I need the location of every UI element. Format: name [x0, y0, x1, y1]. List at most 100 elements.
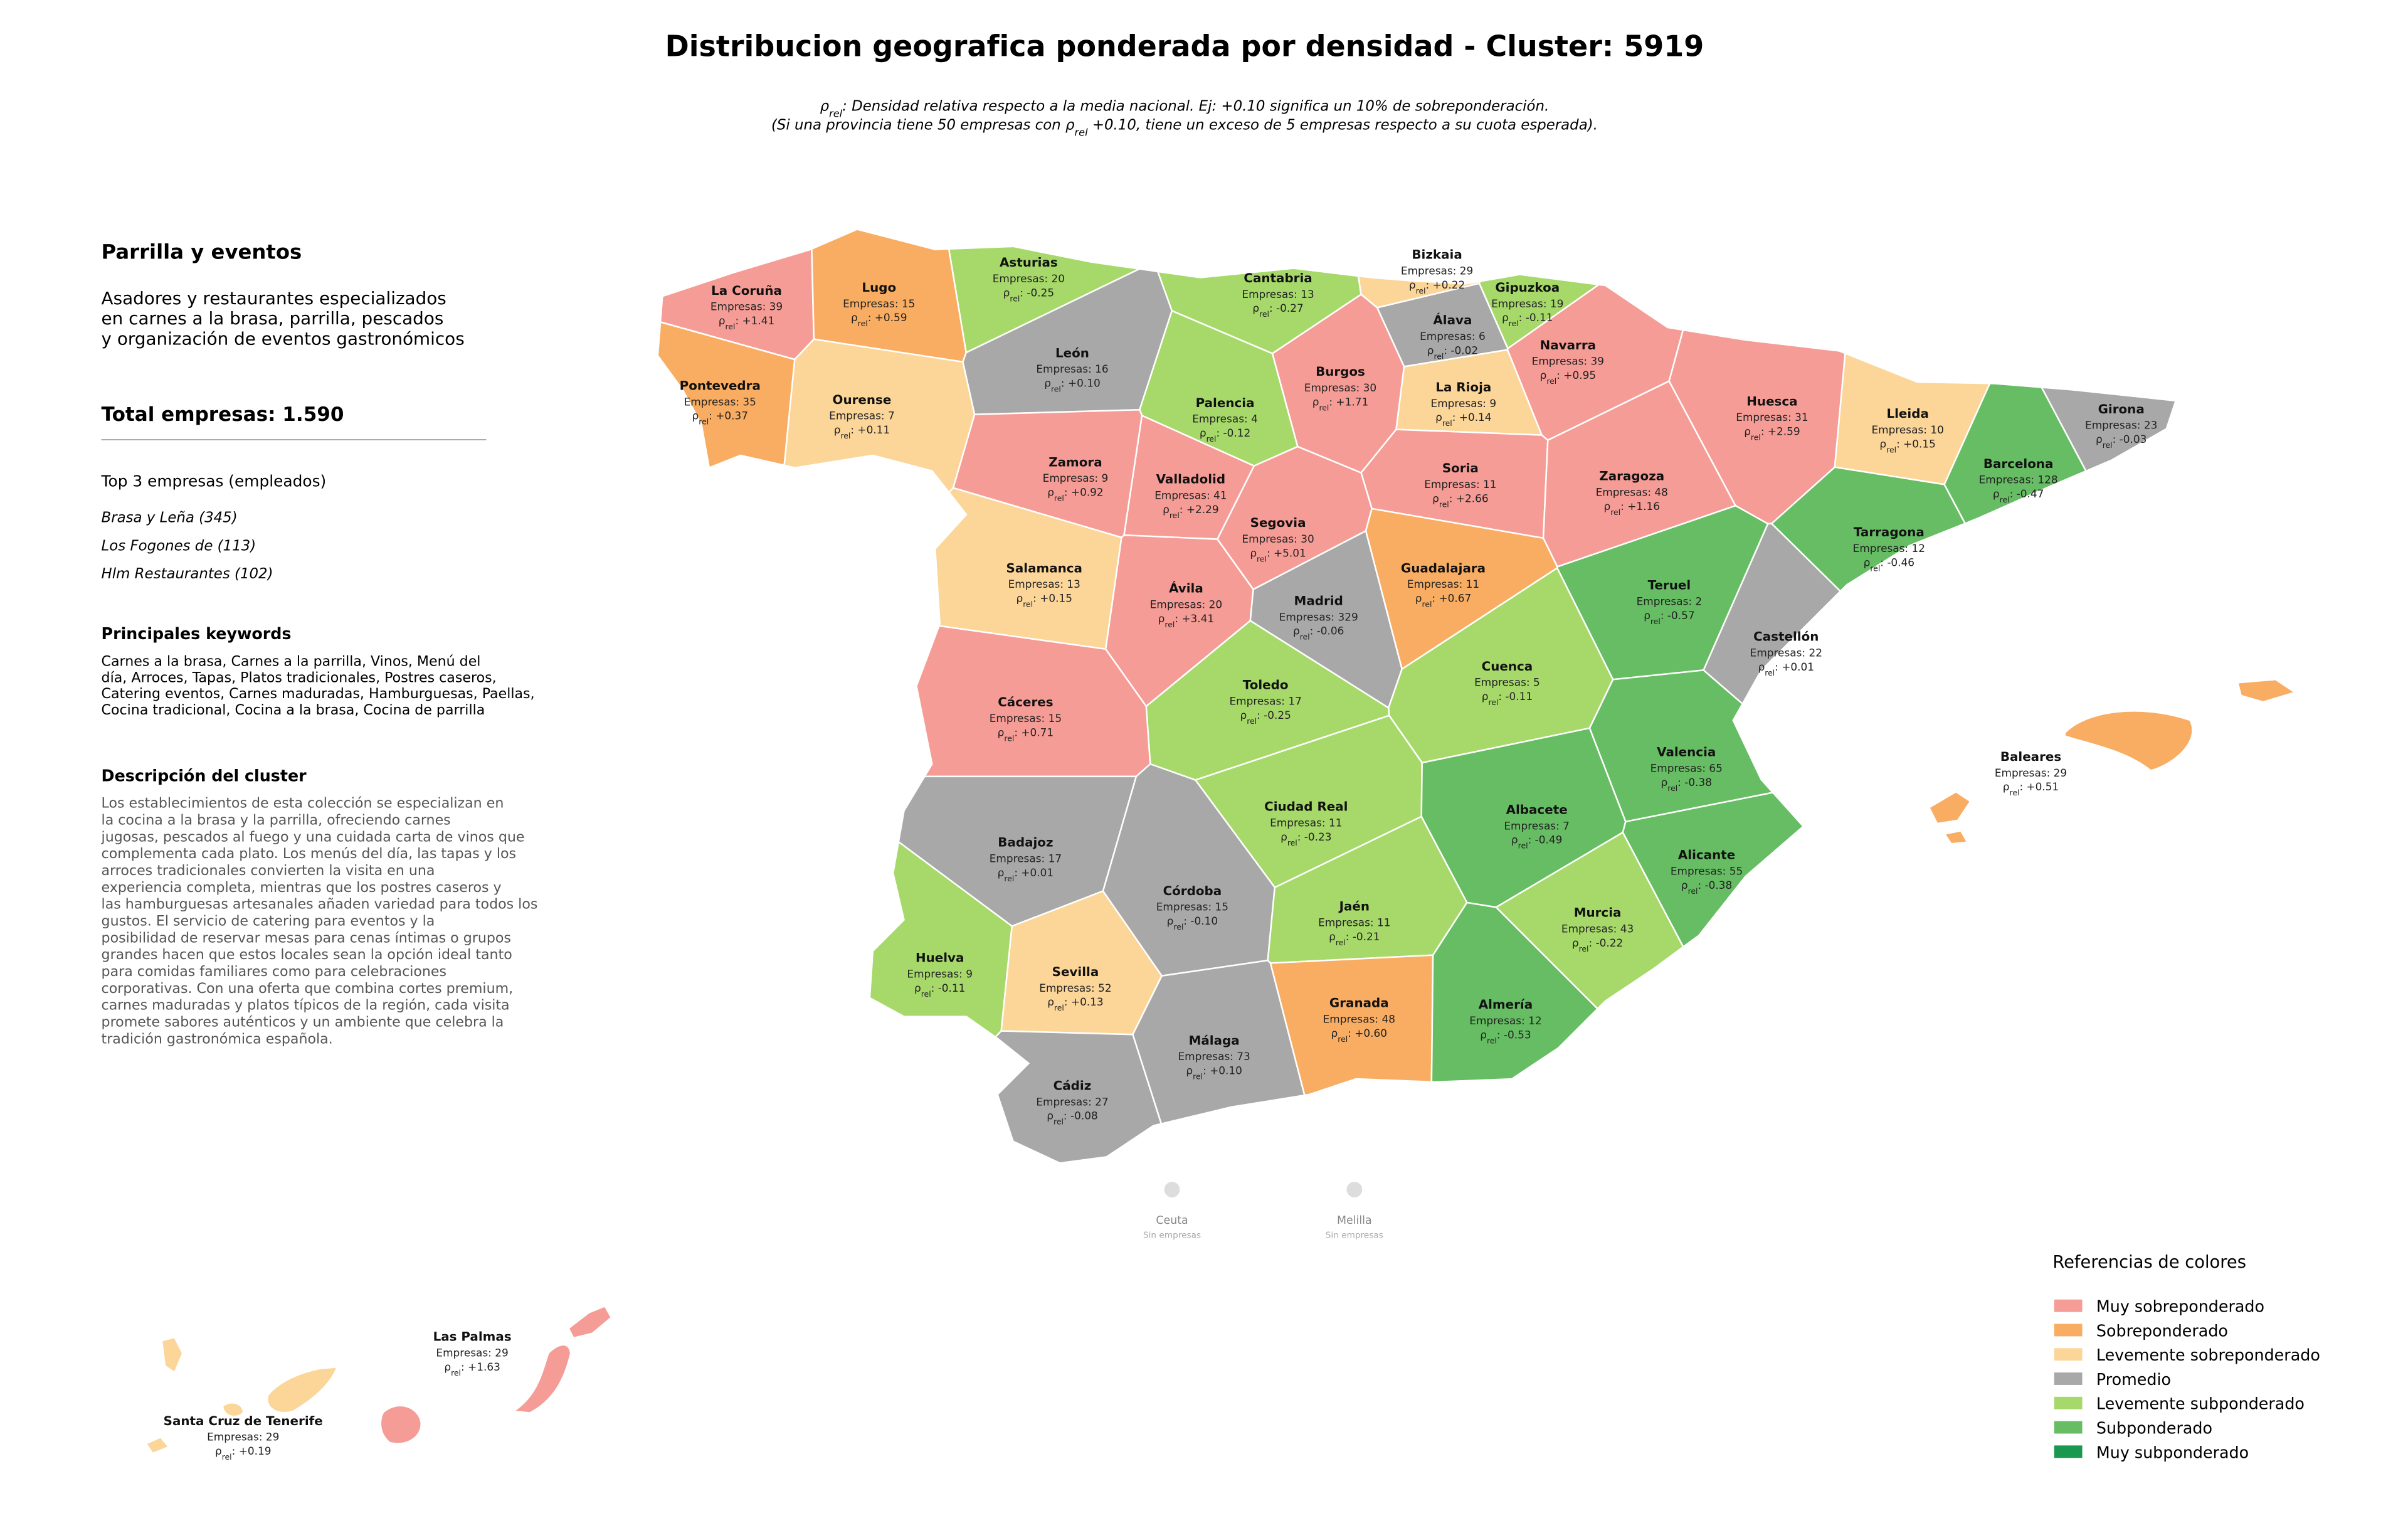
rho-symbol: ρ — [215, 1445, 222, 1457]
rho-subscript: rel — [1416, 285, 1426, 295]
province-count: Empresas: 48 — [1596, 486, 1668, 499]
cluster-description: experiencia completa, mientras que los p… — [102, 879, 502, 896]
cluster-heading: Descripción del cluster — [102, 766, 307, 785]
cluster-description: carnes maduradas y platos típicos de la … — [102, 997, 510, 1014]
keywords: Catering eventos, Carnes maduradas, Hamb… — [102, 686, 535, 702]
rho-value: : +0.19 — [232, 1445, 272, 1457]
rho-symbol: ρ — [1758, 661, 1765, 673]
legend-swatch — [2054, 1299, 2083, 1312]
island — [145, 1436, 169, 1454]
rho-subscript: rel — [1439, 499, 1449, 509]
title: Distribucion geografica ponderada por de… — [665, 29, 1704, 63]
rho-subscript: rel — [1434, 351, 1444, 361]
province-name: Jaén — [1338, 899, 1370, 914]
rho-subscript: rel — [1509, 319, 1519, 328]
rho-symbol: ρ — [1200, 427, 1207, 439]
province-rho: ρrel: -0.11 — [914, 982, 965, 999]
province-name: Madrid — [1294, 593, 1343, 608]
province-name: Las Palmas — [433, 1330, 512, 1344]
province-count: Empresas: 20 — [1150, 598, 1222, 610]
rho-value: : +0.92 — [1064, 486, 1104, 499]
rho-subscript: rel — [1193, 1071, 1203, 1081]
rho-value: : -0.06 — [1310, 625, 1344, 637]
panel-description: en carnes a la brasa, parrilla, pescados — [102, 308, 444, 329]
province-rho: ρrel: +0.51 — [2003, 780, 2059, 797]
rho-subscript: rel — [1010, 294, 1020, 303]
rho-value: : +0.95 — [1556, 369, 1596, 381]
island — [161, 1337, 183, 1373]
rho-symbol: ρ — [1482, 690, 1489, 703]
rho-subscript: rel — [1579, 943, 1589, 953]
province-rho: ρrel: -0.47 — [1993, 487, 2044, 504]
island — [222, 1403, 244, 1417]
province-rho: ρrel: +0.11 — [834, 423, 890, 440]
island — [2064, 711, 2193, 771]
legend-label: Levemente subponderado — [2096, 1394, 2305, 1413]
province-rho: ρrel: -0.11 — [1502, 311, 1553, 328]
province-name: Cáceres — [998, 695, 1053, 709]
province-count: Empresas: 11 — [1318, 916, 1390, 928]
rho-subscript: rel — [2000, 494, 2010, 504]
province-name: Granada — [1329, 996, 1389, 1011]
rho-subscript: rel — [1546, 376, 1556, 386]
province-rho: ρrel: -0.12 — [1200, 427, 1250, 443]
rho-subscript: rel — [1170, 510, 1180, 519]
rho-symbol: ρ — [1003, 286, 1010, 299]
province-count: Empresas: 17 — [990, 852, 1062, 865]
province-count: Empresas: 12 — [1853, 542, 1925, 554]
province-rho: ρrel: +5.01 — [1250, 546, 1306, 563]
legend-swatch — [2054, 1372, 2083, 1385]
rho-value: : -0.11 — [931, 982, 966, 994]
rho-symbol: ρ — [1047, 1110, 1054, 1122]
rho-subscript: rel — [1051, 384, 1061, 393]
province-rho: ρrel: +0.10 — [1044, 377, 1100, 394]
rho-subscript: rel — [1004, 873, 1014, 883]
province-rho: ρrel: +0.01 — [998, 866, 1054, 883]
province — [657, 321, 796, 469]
province-rho: ρrel: +0.60 — [1331, 1027, 1387, 1044]
rho-symbol: ρ — [851, 311, 858, 324]
rho-symbol: ρ — [1744, 425, 1751, 438]
rho-value: : -0.27 — [1269, 302, 1304, 314]
rho-symbol: ρ — [1186, 1064, 1193, 1077]
province-name: Alicante — [1678, 848, 1735, 862]
panel-total: Total empresas: 1.590 — [102, 403, 344, 426]
rho-subscript: rel — [1259, 309, 1269, 319]
rho-symbol: ρ — [1427, 344, 1434, 356]
rho-symbol: ρ — [834, 423, 841, 436]
province-count: Empresas: 7 — [1504, 819, 1570, 832]
legend-swatch — [2054, 1421, 2083, 1434]
province-count: Empresas: 15 — [990, 712, 1062, 724]
province — [1430, 901, 1599, 1083]
province-count: Empresas: 41 — [1154, 489, 1227, 501]
province-count: Empresas: 9 — [1043, 472, 1109, 484]
rho-symbol: ρ — [914, 982, 921, 994]
province-rho: ρrel: +1.16 — [1604, 500, 1660, 517]
province-count: Empresas: 65 — [1650, 761, 1723, 774]
no-data-marker — [1164, 1182, 1180, 1197]
province-count: Empresas: 19 — [1491, 297, 1563, 310]
rho-subscript: rel — [1650, 616, 1661, 625]
rho-value: : +0.15 — [1896, 437, 1936, 450]
island — [380, 1405, 421, 1444]
rho-value: : +0.13 — [1064, 995, 1104, 1008]
province-rho: ρrel: -0.53 — [1480, 1028, 1531, 1045]
legend-label: Sobreponderado — [2096, 1321, 2228, 1340]
province-count: Empresas: 11 — [1424, 478, 1496, 491]
province — [994, 1030, 1163, 1164]
province-name: Albacete — [1506, 803, 1568, 817]
province-count: Empresas: 128 — [1979, 474, 2058, 486]
province-count: Empresas: 10 — [1872, 423, 1944, 436]
province-rho: ρrel: -0.27 — [1252, 302, 1303, 319]
rho-symbol: ρ — [1158, 612, 1165, 625]
province-rho: ρrel: +0.92 — [1047, 486, 1103, 503]
province-rho: ρrel: -0.03 — [2096, 433, 2147, 450]
legend-label: Subponderado — [2096, 1418, 2212, 1437]
rho-subscript: rel — [451, 1367, 461, 1377]
subscript: rel — [1075, 126, 1089, 138]
cluster-description: arroces tradicionales convierten la visi… — [102, 862, 435, 879]
rho-symbol: ρ — [1329, 930, 1336, 943]
rho-value: : -0.08 — [1064, 1110, 1098, 1122]
rho-value: : -0.25 — [1020, 286, 1054, 299]
